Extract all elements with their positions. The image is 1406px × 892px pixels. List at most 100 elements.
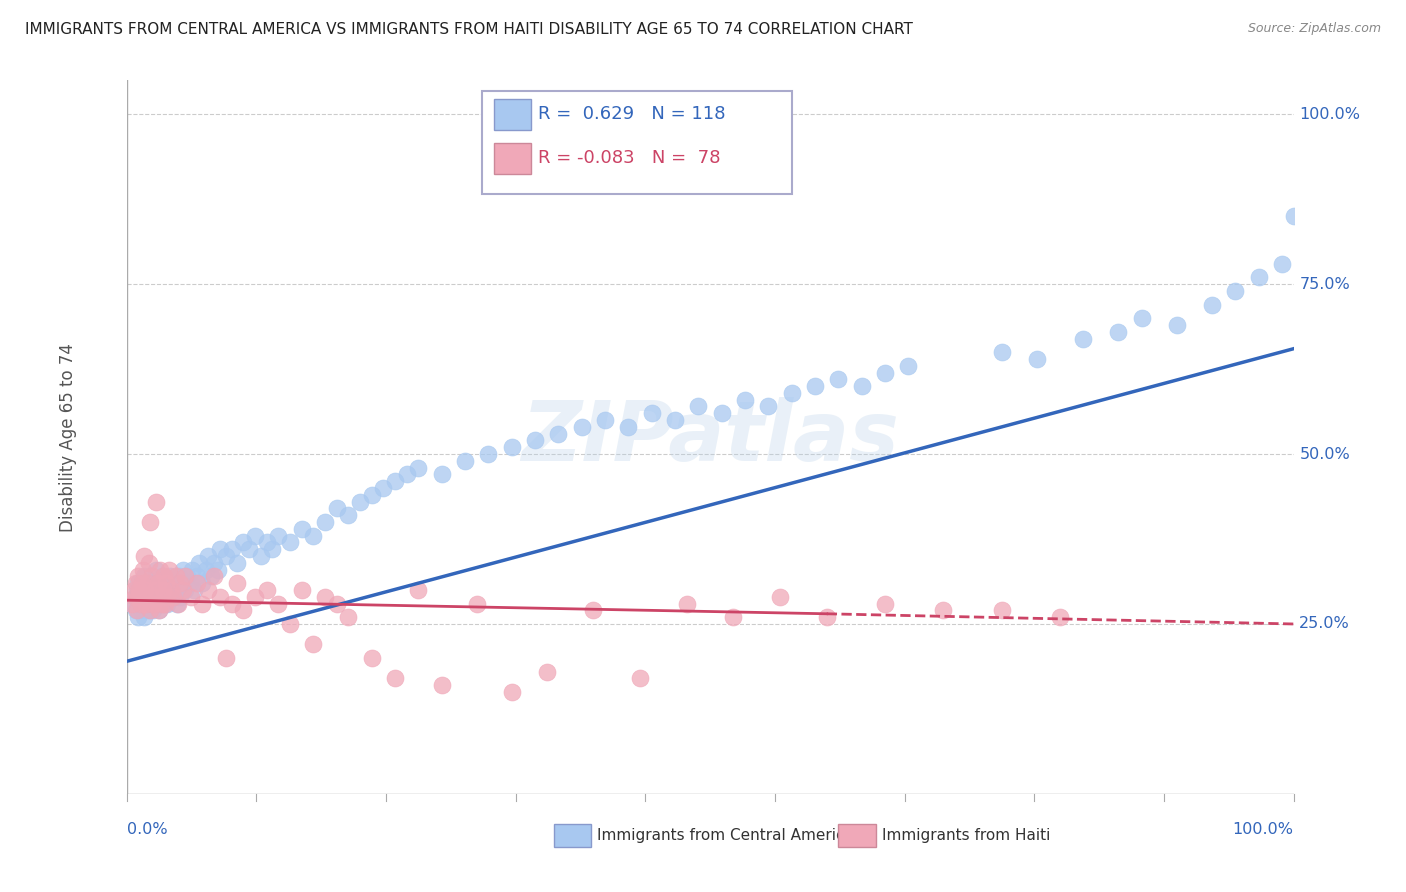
Point (430, 467, 453, 482)
Point (141, 576, 163, 591)
Point (827, 372, 849, 386)
Text: 25.0%: 25.0% (1299, 616, 1350, 632)
Point (1049, 610, 1071, 624)
Point (143, 582, 166, 597)
Point (136, 590, 159, 604)
Point (145, 597, 167, 611)
Text: ZIPatlas: ZIPatlas (522, 397, 898, 477)
Point (143, 590, 166, 604)
Text: Immigrants from Central America: Immigrants from Central America (596, 828, 853, 843)
Point (1223, 284, 1246, 298)
Point (191, 576, 214, 591)
Point (780, 385, 803, 400)
Point (142, 597, 165, 611)
Point (278, 617, 301, 632)
Point (134, 597, 156, 611)
Point (325, 501, 347, 516)
Point (769, 590, 792, 604)
Point (162, 582, 184, 597)
Point (191, 597, 214, 611)
Point (664, 413, 686, 427)
Point (149, 576, 172, 591)
Point (1201, 297, 1223, 311)
Point (314, 515, 336, 529)
Point (349, 494, 371, 508)
Point (582, 603, 605, 617)
Point (256, 582, 278, 597)
Point (141, 569, 163, 583)
Text: Immigrants from Haiti: Immigrants from Haiti (882, 828, 1050, 843)
Point (159, 569, 181, 583)
Point (139, 590, 162, 604)
Point (160, 590, 183, 604)
Point (186, 569, 208, 583)
FancyBboxPatch shape (838, 824, 876, 847)
FancyBboxPatch shape (554, 824, 591, 847)
Point (395, 467, 418, 482)
Point (129, 597, 152, 611)
Point (547, 426, 569, 441)
Point (1130, 311, 1153, 326)
Point (249, 549, 271, 563)
Point (167, 569, 190, 583)
Point (180, 590, 202, 604)
Point (166, 597, 188, 611)
Point (146, 582, 169, 597)
Point (132, 590, 155, 604)
Point (710, 406, 733, 420)
Point (135, 603, 157, 617)
Point (152, 582, 174, 597)
Point (167, 582, 190, 597)
Text: R =  0.629   N = 118: R = 0.629 N = 118 (538, 105, 725, 123)
Point (172, 582, 194, 597)
Point (165, 569, 187, 583)
Point (157, 582, 180, 597)
Point (174, 569, 197, 583)
Point (152, 597, 174, 611)
Point (149, 563, 172, 577)
Point (256, 535, 278, 549)
Point (314, 590, 336, 604)
Point (243, 528, 266, 542)
Point (360, 488, 382, 502)
Point (153, 597, 176, 611)
Point (238, 542, 260, 557)
Point (221, 597, 243, 611)
Point (897, 359, 920, 373)
Point (571, 420, 593, 434)
Point (142, 603, 165, 617)
Point (723, 610, 745, 624)
Point (146, 590, 169, 604)
Point (132, 582, 155, 597)
Point (1108, 325, 1130, 339)
Text: 50.0%: 50.0% (1299, 447, 1350, 461)
Point (523, 434, 546, 448)
Point (150, 597, 173, 611)
Point (302, 637, 325, 651)
Point (232, 603, 254, 617)
Point (804, 379, 827, 393)
Point (139, 603, 162, 617)
FancyBboxPatch shape (494, 99, 531, 130)
Point (167, 597, 190, 611)
Point (145, 494, 167, 508)
Point (875, 366, 897, 380)
Point (384, 671, 406, 685)
FancyBboxPatch shape (482, 91, 792, 194)
Point (172, 563, 194, 577)
Point (139, 582, 162, 597)
Point (132, 610, 155, 624)
Point (148, 603, 170, 617)
Point (278, 535, 301, 549)
Point (1271, 257, 1294, 271)
Point (138, 597, 160, 611)
Point (373, 481, 395, 495)
Point (990, 345, 1012, 359)
Point (932, 603, 955, 617)
Point (132, 549, 155, 563)
Point (290, 582, 312, 597)
Text: IMMIGRANTS FROM CENTRAL AMERICA VS IMMIGRANTS FROM HAITI DISABILITY AGE 65 TO 74: IMMIGRANTS FROM CENTRAL AMERICA VS IMMIG… (25, 22, 912, 37)
Point (232, 535, 254, 549)
Point (221, 542, 243, 557)
Point (202, 569, 225, 583)
